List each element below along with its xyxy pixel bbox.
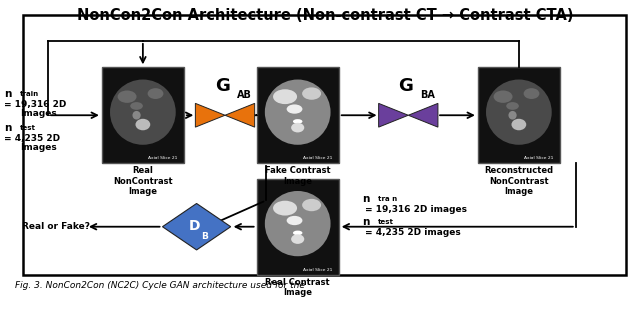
Text: Real
NonContrast
Image: Real NonContrast Image <box>113 166 173 196</box>
Polygon shape <box>379 103 408 127</box>
Ellipse shape <box>265 80 330 145</box>
Text: test: test <box>20 125 36 131</box>
Text: Real Contrast
Image: Real Contrast Image <box>266 278 330 297</box>
Text: Real or Fake?: Real or Fake? <box>22 222 90 231</box>
Ellipse shape <box>524 88 540 99</box>
Ellipse shape <box>287 216 303 225</box>
Ellipse shape <box>511 119 526 130</box>
Text: $\mathbf{n}$: $\mathbf{n}$ <box>4 89 12 99</box>
Text: G: G <box>215 77 230 95</box>
Bar <box>257 179 339 275</box>
Ellipse shape <box>118 91 136 103</box>
Ellipse shape <box>265 191 330 256</box>
Text: $\mathbf{n}$: $\mathbf{n}$ <box>362 217 371 227</box>
Bar <box>478 67 560 163</box>
Bar <box>257 67 339 163</box>
Text: Images: Images <box>20 143 56 152</box>
Ellipse shape <box>291 234 304 244</box>
Text: G: G <box>398 77 413 95</box>
Text: D: D <box>189 219 200 233</box>
Polygon shape <box>195 103 225 127</box>
Ellipse shape <box>506 102 519 110</box>
Text: tra n: tra n <box>378 196 397 202</box>
Text: = 4,235 2D: = 4,235 2D <box>4 134 60 143</box>
Ellipse shape <box>136 119 150 130</box>
Ellipse shape <box>291 123 304 132</box>
Bar <box>23 15 627 275</box>
Text: = 19,316 2D: = 19,316 2D <box>4 100 66 109</box>
Text: Axial Slice 21: Axial Slice 21 <box>303 268 332 272</box>
Ellipse shape <box>493 91 513 103</box>
Ellipse shape <box>486 80 552 145</box>
Ellipse shape <box>302 199 321 211</box>
Text: Axial Slice 21: Axial Slice 21 <box>148 156 177 160</box>
Text: Axial Slice 21: Axial Slice 21 <box>303 156 332 160</box>
Text: B: B <box>201 232 207 241</box>
Ellipse shape <box>508 111 516 119</box>
Ellipse shape <box>273 201 297 216</box>
Text: AB: AB <box>237 90 252 100</box>
Bar <box>102 67 184 163</box>
Text: Fig. 3. NonCon2Con (NC2C) Cycle GAN architecture used for the: Fig. 3. NonCon2Con (NC2C) Cycle GAN arch… <box>15 281 305 290</box>
Text: train: train <box>20 91 39 97</box>
Ellipse shape <box>110 80 176 145</box>
Text: Axial Slice 21: Axial Slice 21 <box>524 156 554 160</box>
Polygon shape <box>225 103 255 127</box>
Text: NonCon2Con Architecture (Non-contrast CT → Contrast CTA): NonCon2Con Architecture (Non-contrast CT… <box>77 7 573 22</box>
Ellipse shape <box>293 230 303 235</box>
Text: test: test <box>378 219 394 225</box>
Ellipse shape <box>302 87 321 100</box>
Ellipse shape <box>293 119 303 124</box>
Polygon shape <box>408 103 438 127</box>
Text: Images: Images <box>20 109 56 118</box>
Ellipse shape <box>130 102 143 110</box>
Polygon shape <box>163 203 230 250</box>
Text: = 19,316 2D images: = 19,316 2D images <box>365 205 467 214</box>
Text: Fake Contrast
Image: Fake Contrast Image <box>265 166 330 186</box>
Text: $\mathbf{n}$: $\mathbf{n}$ <box>362 194 371 204</box>
Ellipse shape <box>148 88 163 99</box>
Ellipse shape <box>273 89 297 104</box>
Ellipse shape <box>287 104 303 114</box>
Ellipse shape <box>132 111 141 119</box>
Text: = 4,235 2D images: = 4,235 2D images <box>365 228 461 237</box>
Text: Reconstructed
NonContrast
Image: Reconstructed NonContrast Image <box>484 166 554 196</box>
Text: $\mathbf{n}$: $\mathbf{n}$ <box>4 123 12 132</box>
Text: BA: BA <box>420 90 435 100</box>
